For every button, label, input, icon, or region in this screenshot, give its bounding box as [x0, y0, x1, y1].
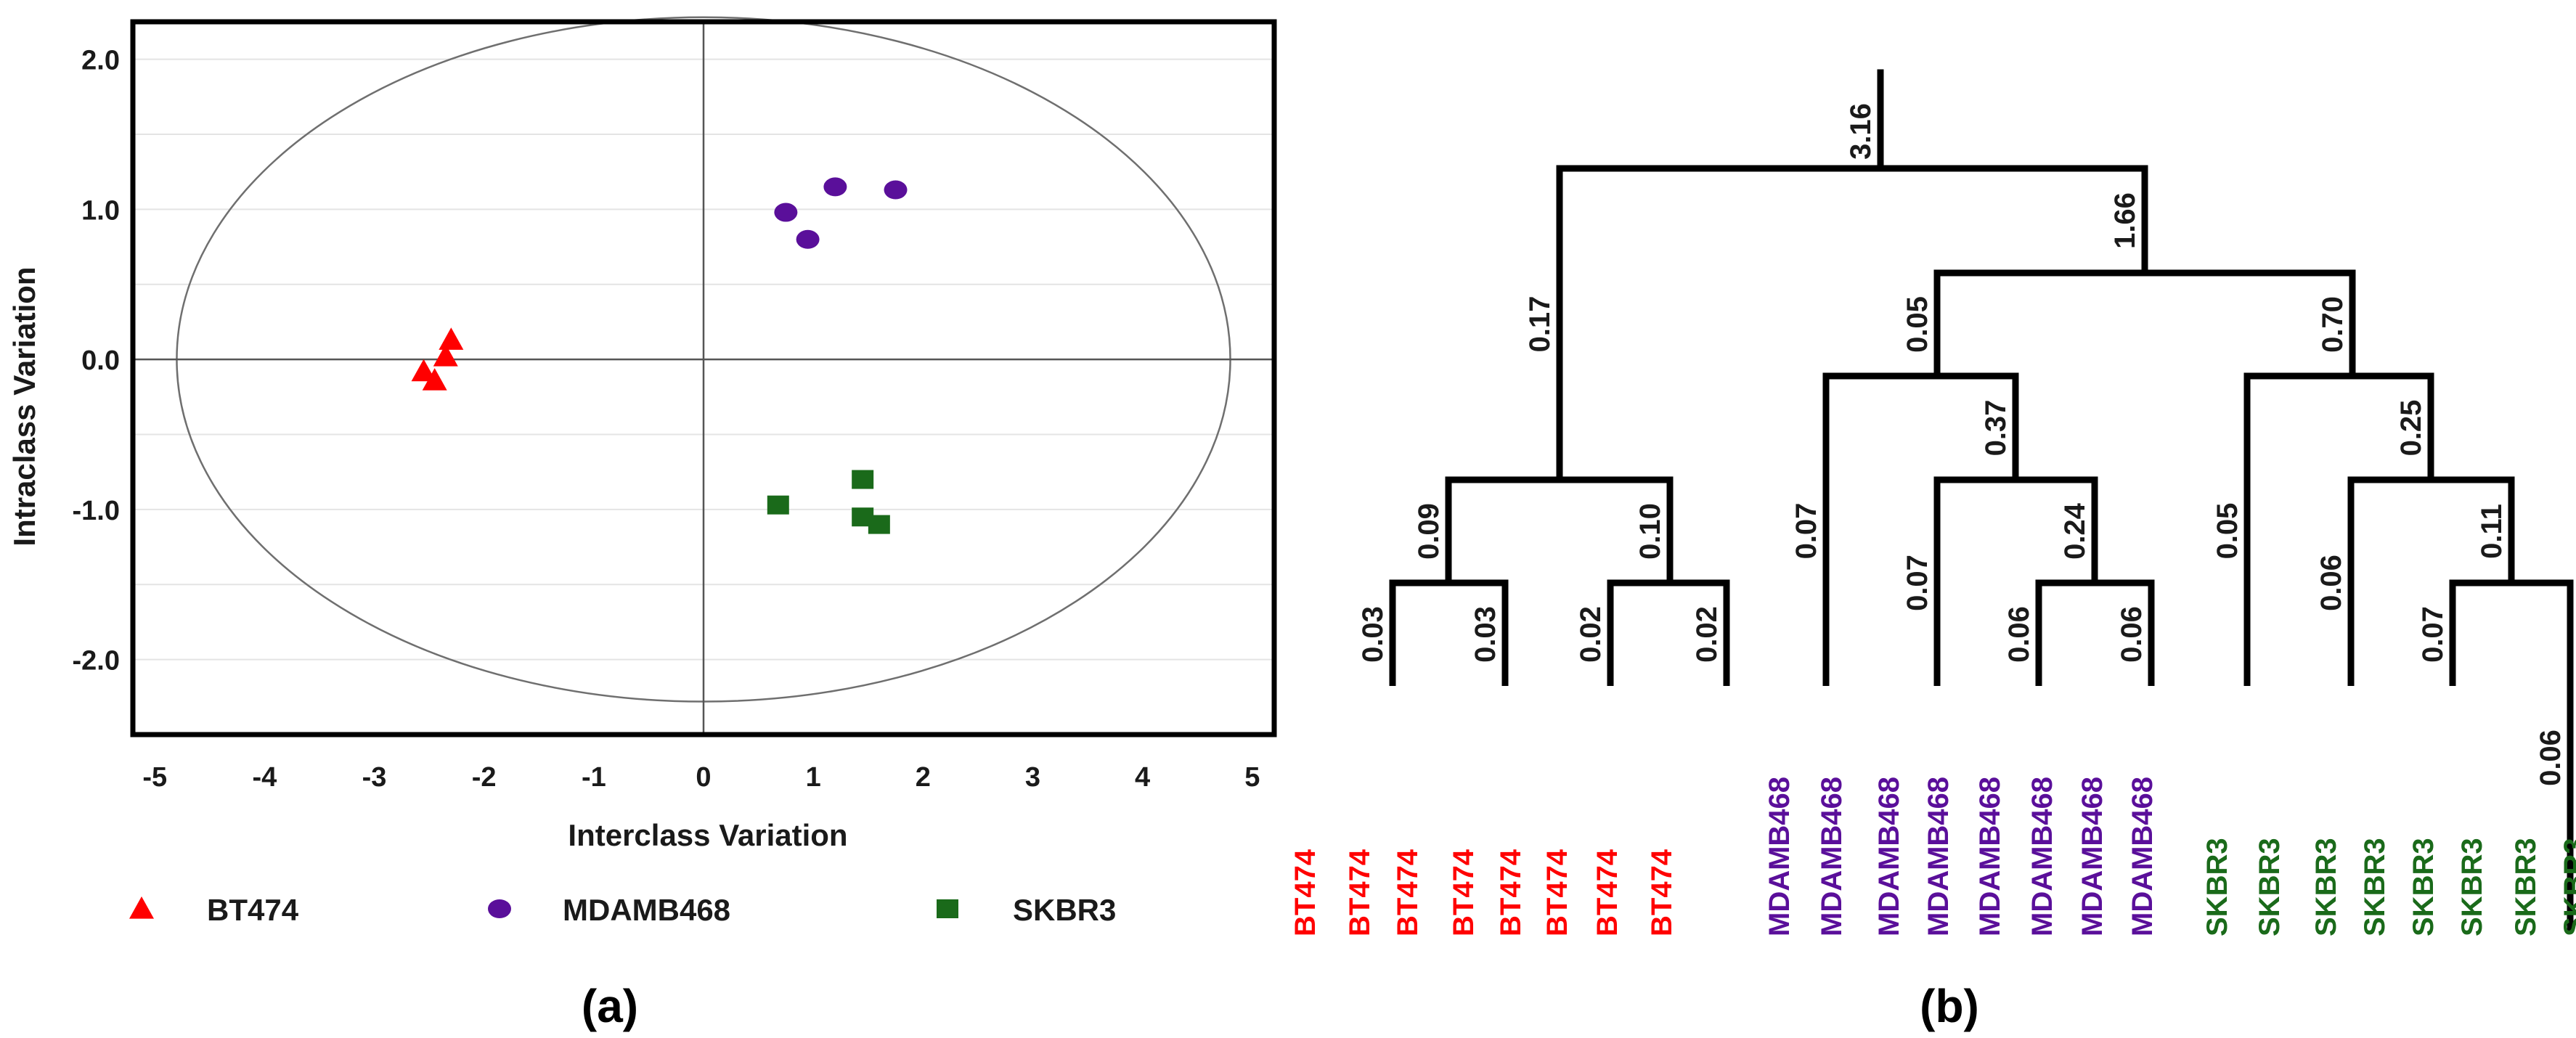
branch-height-label: 0.02 [1575, 606, 1607, 663]
branch-height-label: 0.70 [2317, 296, 2349, 353]
leaf-label: BT474 [1541, 849, 1573, 936]
panel-label-b: (b) [1920, 980, 1979, 1032]
y-tick-labels: 2.0 1.0 0.0 -1.0 -2.0 [73, 46, 120, 677]
bt474-point [422, 368, 447, 391]
dendrogram-branch [1556, 165, 2148, 480]
leaf-label: MDAMB468 [1873, 777, 1905, 936]
leaf-label: MDAMB468 [1923, 777, 1955, 936]
branch-height-label: 3.16 [1845, 103, 1877, 160]
leaf-label: MDAMB468 [1764, 777, 1796, 936]
leaf-label: SKBR3 [2456, 838, 2488, 936]
branch-height-label: 1.66 [2109, 192, 2141, 249]
branch-height-label: 0.24 [2059, 502, 2091, 560]
legend-label: MDAMB468 [563, 893, 730, 927]
x-tick-label: -2 [472, 762, 497, 793]
branch-height-label: 0.07 [1790, 503, 1822, 560]
leaf-label: BT474 [1344, 849, 1376, 936]
x-tick-label: 1 [806, 762, 821, 793]
x-tick-label: 3 [1025, 762, 1040, 793]
leaf-label: MDAMB468 [1816, 777, 1848, 936]
dendrogram-branches [1389, 69, 2574, 933]
branch-height-label: 0.06 [2315, 555, 2347, 611]
branch-height-label: 0.25 [2395, 400, 2427, 457]
branch-height-label: 0.17 [1524, 296, 1556, 353]
x-tick-label: -1 [582, 762, 606, 793]
mdamb468-legend-marker [488, 899, 511, 918]
skbr3-point [852, 470, 874, 489]
x-tick-label: -4 [252, 762, 277, 793]
leaf-label: BT474 [1392, 849, 1424, 936]
leaf-label: MDAMB468 [1974, 777, 2006, 936]
leaf-label: SKBR3 [2510, 838, 2542, 936]
leaf-labels: BT474 BT474 BT474 BT474 BT474 BT474 BT474 BT474… [1289, 777, 2576, 936]
pca-scatter-panel: -5 -4 -3 -2 -1 0 1 2 3 4 5 2.0 1.0 0.0 -1.0 -2.0 Inter… [7, 16, 1277, 1032]
bt474-point [439, 327, 464, 350]
skbr3-legend-marker [937, 899, 958, 918]
x-tick-label: 0 [696, 762, 711, 793]
y-axis-label: Intraclass Variation [7, 266, 41, 546]
branch-height-label: 0.07 [1902, 555, 1933, 611]
branch-height-label: 0.10 [1634, 503, 1666, 560]
leaf-label: BT474 [1495, 849, 1527, 936]
branch-height-label: 0.05 [2212, 503, 2243, 560]
dendrogram-panel: 0.03 0.03 0.02 0.02 0.09 0.10 0.06 0.06 0.07 0.24… [1289, 69, 2576, 1032]
branch-height-label: 0.06 [2003, 606, 2035, 663]
legend-label: BT474 [207, 893, 299, 927]
dendrogram-branch [1822, 372, 2019, 686]
mdamb468-point [774, 203, 798, 222]
leaf-label: SKBR3 [2559, 838, 2576, 936]
leaf-label: MDAMB468 [2026, 777, 2058, 936]
leaf-label: BT474 [1289, 849, 1321, 936]
branch-height-labels: 0.03 0.03 0.02 0.02 0.09 0.10 0.06 0.06 0.07 0.24… [1357, 103, 2567, 786]
dendrogram-branch [1933, 269, 2356, 376]
mdamb468-point [884, 180, 908, 200]
branch-height-label: 0.37 [1980, 400, 2012, 457]
x-tick-label: -3 [362, 762, 387, 793]
x-tick-labels: -5 -4 -3 -2 -1 0 1 2 3 4 5 [142, 762, 1260, 793]
y-tick-label: 2.0 [81, 46, 120, 76]
branch-height-label: 0.03 [1357, 606, 1389, 663]
branch-height-label: 0.06 [2116, 606, 2148, 663]
dendrogram-branch [2243, 372, 2434, 686]
x-tick-label: -5 [142, 762, 167, 793]
leaf-label: MDAMB468 [2076, 777, 2108, 936]
leaf-label: MDAMB468 [2127, 777, 2159, 936]
leaf-label: SKBR3 [2310, 838, 2342, 936]
skbr3-point [868, 515, 890, 534]
leaf-label: BT474 [1646, 849, 1678, 936]
y-tick-label: 0.0 [81, 346, 120, 376]
branch-height-label: 0.03 [1470, 606, 1501, 663]
leaf-label: BT474 [1591, 849, 1623, 936]
branch-height-label: 0.05 [1902, 296, 1933, 353]
x-tick-label: 5 [1244, 762, 1260, 793]
leaf-label: BT474 [1448, 849, 1480, 936]
panel-label-a: (a) [582, 980, 638, 1032]
branch-height-label: 0.11 [2476, 504, 2508, 559]
bt474-point [433, 344, 458, 367]
branch-height-label: 0.09 [1413, 503, 1445, 560]
x-axis-label: Interclass Variation [568, 818, 847, 852]
leaf-label: SKBR3 [2201, 838, 2233, 936]
y-tick-label: 1.0 [81, 195, 120, 226]
bt474-legend-marker [129, 896, 154, 919]
leaf-label: SKBR3 [2408, 838, 2440, 936]
mdamb468-point [796, 229, 820, 249]
branch-height-label: 0.02 [1691, 606, 1723, 663]
legend-label: SKBR3 [1013, 893, 1116, 927]
leaf-label: SKBR3 [2254, 838, 2286, 936]
leaf-label: SKBR3 [2359, 838, 2391, 936]
branch-height-label: 0.07 [2417, 606, 2449, 663]
plot-frame [130, 19, 1277, 737]
mdamb468-point [823, 177, 847, 197]
data-points [411, 177, 908, 534]
skbr3-point [767, 495, 789, 515]
y-tick-label: -1.0 [73, 496, 120, 526]
x-tick-label: 4 [1135, 762, 1150, 793]
branch-height-label: 0.06 [2535, 730, 2567, 786]
x-tick-label: 2 [916, 762, 931, 793]
legend: BT474 MDAMB468 SKBR3 [129, 893, 1116, 927]
bt474-point [411, 359, 436, 382]
y-tick-label: -2.0 [73, 646, 120, 677]
